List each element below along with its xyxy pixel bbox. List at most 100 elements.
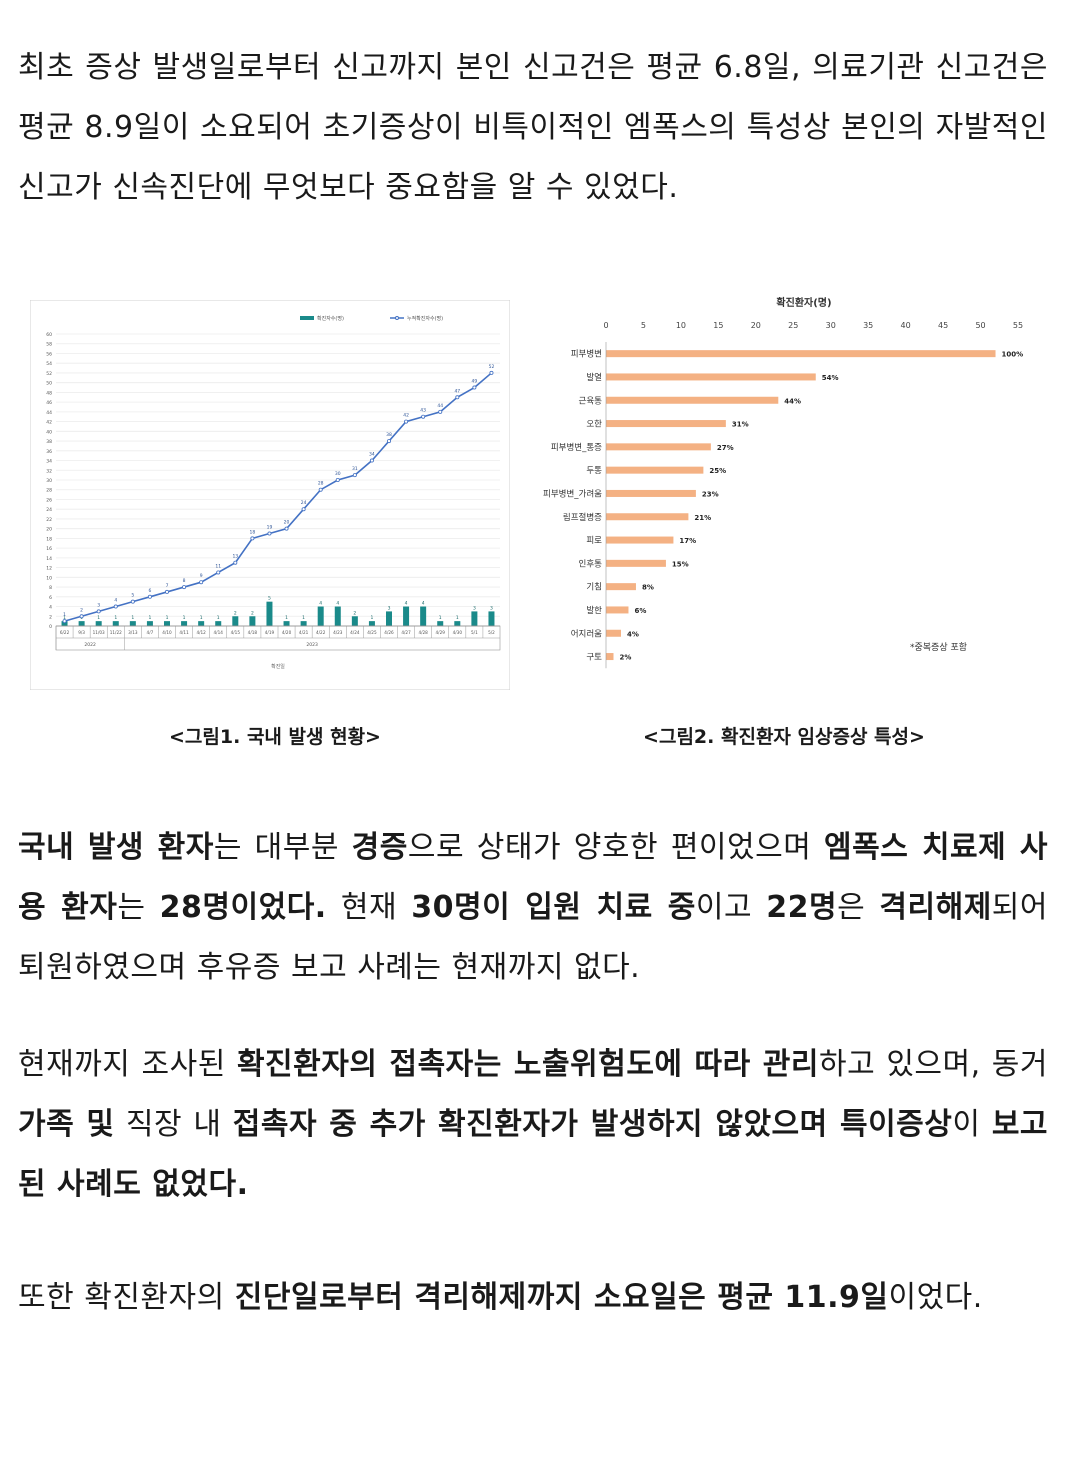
category-label: 발열 [586, 372, 602, 383]
text-run: 엠폭스 치료제 사용 환자 [18, 830, 1048, 925]
line-value-label: 2 [80, 607, 83, 613]
x-tick-label: 30 [826, 321, 836, 330]
bar-value-label: 3 [388, 605, 391, 611]
legend-bar-label: 확진자수(명) [317, 315, 344, 322]
x-tick-label: 55 [1013, 321, 1023, 330]
x-tick-label: 4/7 [147, 630, 154, 635]
line-value-label: 47 [454, 388, 460, 394]
line-point [404, 419, 409, 424]
y-tick-label: 24 [46, 507, 52, 513]
line-value-label: 38 [386, 432, 392, 438]
bar-value-label: 1 [131, 615, 134, 621]
y-tick-label: 22 [46, 517, 52, 523]
x-tick-label: 40 [901, 321, 911, 330]
category-label: 피부병변_통증 [551, 442, 602, 453]
x-tick-label: 4/26 [384, 630, 394, 635]
text-run: 이 [952, 1107, 992, 1142]
bar [606, 373, 816, 381]
y-tick-label: 8 [49, 585, 52, 591]
bar-value-label: 1 [63, 615, 66, 621]
bar-value-label: 2% [619, 654, 631, 662]
paragraph-report-delay: 최초 증상 발생일로부터 신고까지 본인 신고건은 평균 6.8일, 의료기관 … [18, 50, 1048, 205]
line-value-label: 42 [403, 413, 409, 419]
bar-value-label: 15% [672, 560, 689, 568]
y-tick-label: 56 [46, 351, 52, 357]
bar [437, 621, 444, 626]
x-tick-label: 50 [975, 321, 985, 330]
legend-bar-swatch [300, 316, 314, 320]
text-run: 이었다. [888, 1280, 983, 1315]
line-value-label: 31 [352, 466, 358, 472]
text-run: 진단일로부터 격리해제까지 소요일은 평균 11.9일 [234, 1280, 889, 1315]
bar [232, 616, 239, 626]
y-tick-label: 0 [49, 624, 52, 630]
figure2-symptoms-chart: 확진환자(명) 0 5 10 15 20 25 30 35 40 45 50 55 피부병변 100% 발열 5… [540, 290, 1050, 690]
bar-value-label: 8% [642, 584, 654, 592]
bar-value-label: 25% [709, 467, 726, 475]
bar-value-label: 23% [702, 490, 719, 498]
bar-value-label: 4% [627, 630, 639, 638]
bar-value-label: 2 [234, 610, 237, 616]
category-label: 어지러움 [571, 628, 602, 639]
line-point [455, 395, 460, 400]
y-tick-label: 44 [46, 410, 52, 416]
bar [334, 606, 341, 626]
bar-value-label: 100% [1002, 351, 1024, 359]
text-run: 28명이었다. [159, 890, 327, 925]
x-tick-label: 5 [641, 321, 646, 330]
x-tick-label: 4/28 [418, 630, 428, 635]
y-tick-label: 36 [46, 449, 52, 455]
line-value-label: 11 [215, 563, 221, 569]
text-run: 으로 상태가 양호한 편이었으며 [407, 830, 825, 865]
line-point [267, 531, 272, 536]
text-run: 격리해제 [879, 890, 992, 925]
y-tick-label: 18 [46, 536, 52, 542]
bar-value-label: 2 [353, 610, 356, 616]
y-tick-label: 40 [46, 429, 52, 435]
bar [198, 621, 205, 626]
line-point [79, 614, 84, 619]
bar [181, 621, 188, 626]
bar [606, 466, 704, 474]
bar-value-label: 1 [439, 615, 442, 621]
x-tick-label: 5/2 [488, 630, 495, 635]
y-tick-label: 32 [46, 468, 52, 474]
line-value-label: 28 [318, 481, 324, 487]
bar-value-label: 6% [634, 607, 646, 615]
x-tick-label: 4/20 [282, 630, 292, 635]
bar [61, 621, 68, 626]
y-tick-label: 34 [46, 459, 52, 465]
y-tick-label: 2 [49, 614, 52, 620]
x-tick-label: 4/18 [248, 630, 258, 635]
text-run: 확진환자의 접촉자는 노출위험도에 따라 관리 [236, 1047, 819, 1082]
x-tick-label: 15 [713, 321, 723, 330]
y-tick-label: 60 [46, 332, 52, 338]
line-value-label: 19 [267, 525, 273, 531]
chart-title: 확진환자(명) [776, 296, 831, 309]
bar [606, 489, 696, 497]
bar [146, 621, 153, 626]
category-label: 발한 [586, 605, 602, 616]
bar-value-label: 5 [268, 596, 271, 602]
bar-value-label: 4 [422, 601, 425, 607]
x-tick-label: 11/22 [110, 630, 122, 635]
bar [215, 621, 222, 626]
line-point [438, 409, 443, 414]
y-tick-label: 38 [46, 439, 52, 445]
bar [129, 621, 136, 626]
x-tick-label: 4/21 [299, 630, 309, 635]
paragraph-contacts: 현재까지 조사된 확진환자의 접촉자는 노출위험도에 따라 관리하고 있으며, … [18, 1035, 1048, 1215]
bar [78, 621, 85, 626]
line-point [147, 594, 152, 599]
line-point [335, 477, 340, 482]
bar-value-label: 3 [473, 605, 476, 611]
category-label: 두통 [586, 466, 602, 476]
bar-value-label: 1 [370, 615, 373, 621]
y-tick-label: 16 [46, 546, 52, 552]
bar [606, 606, 629, 614]
line-point [199, 580, 204, 585]
y-tick-label: 30 [46, 478, 52, 484]
bar [606, 513, 689, 521]
bar [368, 621, 375, 626]
bar [606, 350, 996, 358]
